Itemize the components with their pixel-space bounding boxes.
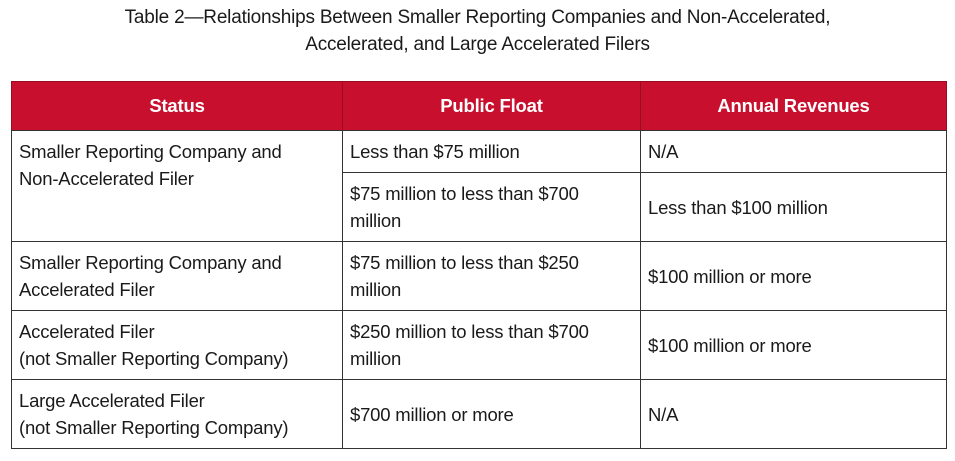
table-row: Large Accelerated Filer (not Smaller Rep… bbox=[11, 379, 947, 449]
status-text: (not Smaller Reporting Company) bbox=[19, 417, 289, 438]
public-float-text: million bbox=[350, 279, 402, 300]
status-text: Accelerated Filer bbox=[19, 279, 155, 300]
public-float-text: Less than $75 million bbox=[350, 141, 520, 162]
annual-revenues-cell: N/A bbox=[640, 379, 947, 449]
status-cell: Smaller Reporting Company and Non-Accele… bbox=[11, 130, 343, 242]
public-float-text: $250 million to less than $700 bbox=[350, 321, 589, 342]
annual-revenues-text: $100 million or more bbox=[648, 265, 812, 287]
status-text: Non-Accelerated Filer bbox=[19, 168, 194, 189]
filer-status-table: Status Public Float Annual Revenues Smal… bbox=[11, 81, 947, 449]
status-cell: Smaller Reporting Company and Accelerate… bbox=[11, 241, 343, 311]
status-cell: Large Accelerated Filer (not Smaller Rep… bbox=[11, 379, 343, 449]
annual-revenues-text: N/A bbox=[648, 141, 679, 162]
header-annual-revenues: Annual Revenues bbox=[640, 81, 947, 131]
public-float-text: $75 million to less than $700 bbox=[350, 183, 579, 204]
public-float-text: million bbox=[350, 210, 402, 231]
public-float-text: million bbox=[350, 348, 402, 369]
status-text: (not Smaller Reporting Company) bbox=[19, 348, 289, 369]
annual-revenues-cell: Less than $100 million bbox=[640, 172, 947, 242]
table-row: Smaller Reporting Company and Accelerate… bbox=[11, 241, 947, 311]
table-row: Accelerated Filer (not Smaller Reporting… bbox=[11, 310, 947, 380]
status-text: Large Accelerated Filer bbox=[19, 390, 205, 411]
public-float-cell: $250 million to less than $700 million bbox=[342, 310, 641, 380]
public-float-cell: $75 million to less than $250 million bbox=[342, 241, 641, 311]
status-text: Smaller Reporting Company and bbox=[19, 252, 282, 273]
public-float-cell: $700 million or more bbox=[342, 379, 641, 449]
annual-revenues-cell: $100 million or more bbox=[640, 310, 947, 380]
annual-revenues-cell: N/A bbox=[640, 130, 947, 173]
public-float-cell: Less than $75 million bbox=[342, 130, 641, 173]
caption-line-2: Accelerated, and Large Accelerated Filer… bbox=[305, 34, 650, 55]
caption-line-1: Table 2—Relationships Between Smaller Re… bbox=[124, 7, 831, 28]
status-text: Accelerated Filer bbox=[19, 321, 155, 342]
table-caption: Table 2—Relationships Between Smaller Re… bbox=[0, 4, 955, 58]
annual-revenues-text: N/A bbox=[648, 403, 679, 425]
header-row: Status Public Float Annual Revenues bbox=[11, 81, 947, 131]
annual-revenues-cell: $100 million or more bbox=[640, 241, 947, 311]
annual-revenues-text: $100 million or more bbox=[648, 334, 812, 356]
table-row: $75 million to less than $700 million Le… bbox=[12, 172, 947, 242]
public-float-cell: $75 million to less than $700 million bbox=[342, 172, 641, 242]
annual-revenues-text: Less than $100 million bbox=[648, 196, 828, 218]
status-cell: Accelerated Filer (not Smaller Reporting… bbox=[11, 310, 343, 380]
header-public-float: Public Float bbox=[342, 81, 641, 131]
header-status: Status bbox=[11, 81, 343, 131]
table-row: Smaller Reporting Company and Non-Accele… bbox=[11, 130, 947, 242]
public-float-text: $700 million or more bbox=[350, 403, 514, 425]
status-text: Smaller Reporting Company and bbox=[19, 141, 282, 162]
public-float-text: $75 million to less than $250 bbox=[350, 252, 579, 273]
